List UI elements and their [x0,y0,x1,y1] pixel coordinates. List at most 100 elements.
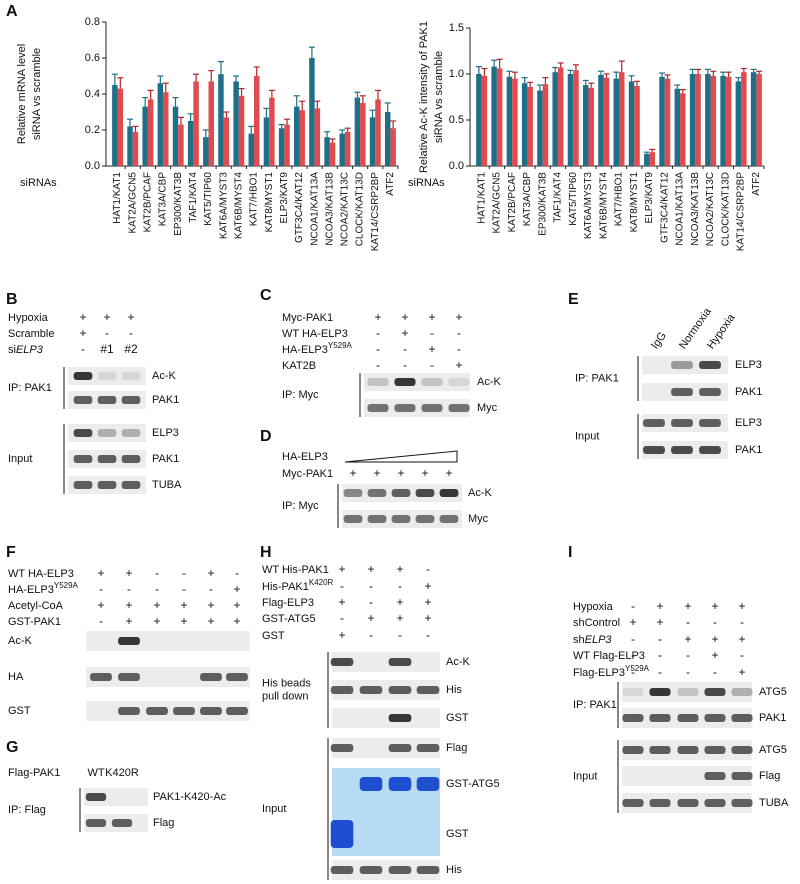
band [85,793,107,801]
band [73,372,93,380]
band [643,419,665,427]
error-bar [162,82,169,93]
bar [521,83,528,166]
panel-letter: A [6,3,18,20]
bar [619,72,625,166]
group-label: Input [262,803,286,815]
condition-sign: + [153,598,160,612]
band [671,419,693,427]
membrane [332,680,440,700]
error-bar [618,60,625,73]
band [731,772,753,780]
x-axis-label: siRNAs [20,177,57,189]
error-bar [572,64,579,71]
band [97,455,117,463]
group-label: IP: Flag [8,804,46,816]
error-bar [496,58,503,69]
gel-band [330,820,354,848]
error-bar [329,138,336,143]
label: HA-ELP3Y529A [282,341,353,356]
bar [567,74,574,166]
condition-sign: + [97,566,104,580]
x-tick-label: KAT3A/CBP [158,172,169,227]
error-bar [111,73,118,85]
band [421,378,443,386]
error-bar [253,66,260,76]
y-tick-label: 0.0 [85,160,100,172]
x-tick-label: KAT2B/PCAF [507,172,518,232]
label-part: His-PAK1 [262,581,309,593]
label-part: K420R [309,578,334,587]
condition-sign: + [373,466,380,480]
condition-sign: + [127,310,134,324]
condition-sign: + [396,611,403,625]
bar [634,85,640,166]
band [388,686,412,694]
y-tick-label: 0.5 [449,114,464,126]
label-part: Flag-ELP3 [573,667,625,679]
condition-sign: + [125,598,132,612]
y-tick-label: 0.6 [85,52,100,64]
band [367,404,389,412]
bar [172,106,179,166]
condition-sign: - [369,595,373,609]
band [731,746,753,754]
band [699,446,721,454]
band [367,378,389,386]
bar [284,124,290,166]
error-bar [233,75,240,82]
y-axis-label: siRNA vs scramble [31,48,43,140]
label: KAT2B [282,360,316,372]
condition-sign: - [182,566,186,580]
band-label: Flag [446,742,467,754]
group-label: Input [8,453,32,465]
band [671,361,693,369]
bar [491,66,497,166]
bar [369,117,376,166]
error-bar [756,70,763,74]
condition-sign: + [125,566,132,580]
error-bar [157,75,164,84]
error-bar [324,131,331,138]
bar [527,86,533,166]
membrane [622,766,752,786]
band [343,489,363,497]
condition-sign: - [426,562,430,576]
x-tick-label: KAT7/HBO1 [614,172,625,227]
bar [178,124,184,166]
group-label: pull down [262,690,308,702]
y-tick-label: 0.2 [85,124,100,136]
x-tick-label: KAT2B/PCAF [143,172,154,232]
condition-sign: - [457,326,461,340]
group-label: Input [573,770,597,782]
condition-sign: - [340,579,344,593]
x-tick-label: KAT6B/MYST4 [598,172,609,239]
error-bar [536,84,543,91]
bar [613,78,619,166]
band-label: Flag [759,770,780,782]
y-tick-label: 0.0 [449,160,464,172]
group-label: IP: Myc [282,389,319,401]
band [173,707,195,715]
y-axis-label: Relative Ac-K intensity of PAK1 [418,21,430,173]
error-bar [634,80,641,86]
label: Acetyl-CoA [8,600,64,612]
label-part: si [8,344,16,356]
condition-sign: + [233,598,240,612]
condition-sign: - [631,648,635,662]
condition-sign: + [445,466,452,480]
band [118,707,140,715]
band [415,515,435,523]
band [200,707,222,715]
condition-sign: + [738,665,745,679]
condition-sign: - [658,632,662,646]
x-tick-label: CLOCK/KAT13D [355,172,366,246]
condition-sign: + [338,562,345,576]
error-bar [628,75,635,82]
band-label: PAK1 [152,394,179,406]
band [416,686,440,694]
error-bar [597,70,604,75]
condition-sign: + [711,632,718,646]
condition-sign: - [105,326,109,340]
bar [598,74,604,166]
